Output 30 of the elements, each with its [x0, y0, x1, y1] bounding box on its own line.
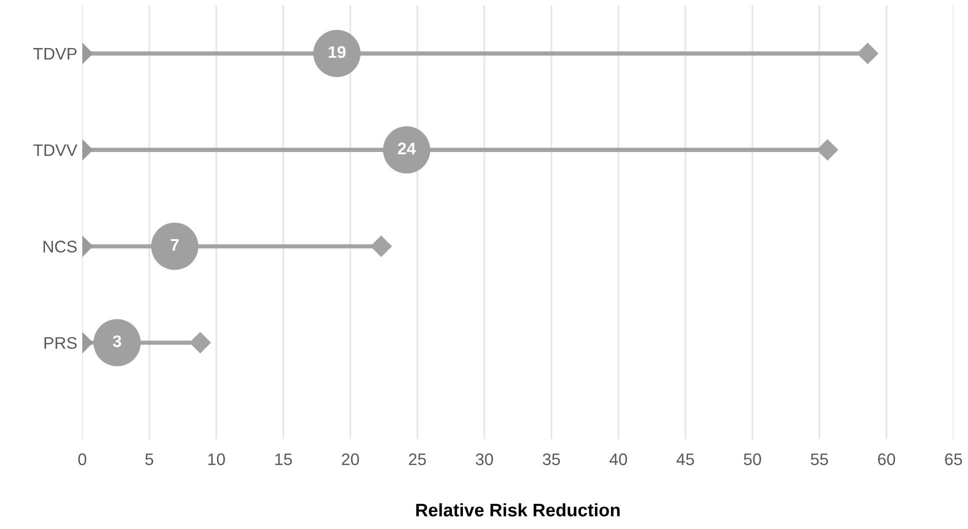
- point: [94, 319, 141, 366]
- data-label: 24: [398, 142, 416, 154]
- x-tick-label: 50: [744, 453, 762, 466]
- data-label: 7: [170, 239, 179, 251]
- point: [189, 332, 212, 354]
- point: [383, 126, 430, 174]
- x-tick-label: 15: [275, 454, 292, 466]
- data-label: 19: [328, 46, 346, 58]
- data-label: 3: [112, 335, 122, 348]
- x-tick-label: 0: [78, 453, 86, 466]
- x-tick-label: 60: [878, 453, 896, 466]
- y-tick-label: NCS: [44, 240, 77, 252]
- point: [370, 235, 392, 258]
- point: [313, 30, 361, 78]
- x-tick-label: 55: [810, 454, 828, 466]
- y-tick-label: TDVV: [33, 144, 78, 156]
- x-axis-title: Relative Risk Reduction: [416, 503, 620, 516]
- x-tick-label: 65: [945, 453, 962, 466]
- x-tick-label: 5: [145, 454, 154, 466]
- x-tick-label: 25: [408, 453, 426, 466]
- x-tick-label: 10: [208, 453, 225, 466]
- x-tick-label: 40: [610, 453, 628, 466]
- point: [816, 139, 838, 161]
- y-tick-label: TDVP: [33, 48, 77, 60]
- x-tick-label: 45: [676, 454, 694, 466]
- y-tick-label: PRS: [44, 337, 77, 349]
- point: [151, 222, 198, 270]
- x-tick-label: 30: [476, 453, 493, 466]
- x-tick-label: 35: [542, 453, 560, 466]
- x-tick-label: 20: [342, 453, 359, 466]
